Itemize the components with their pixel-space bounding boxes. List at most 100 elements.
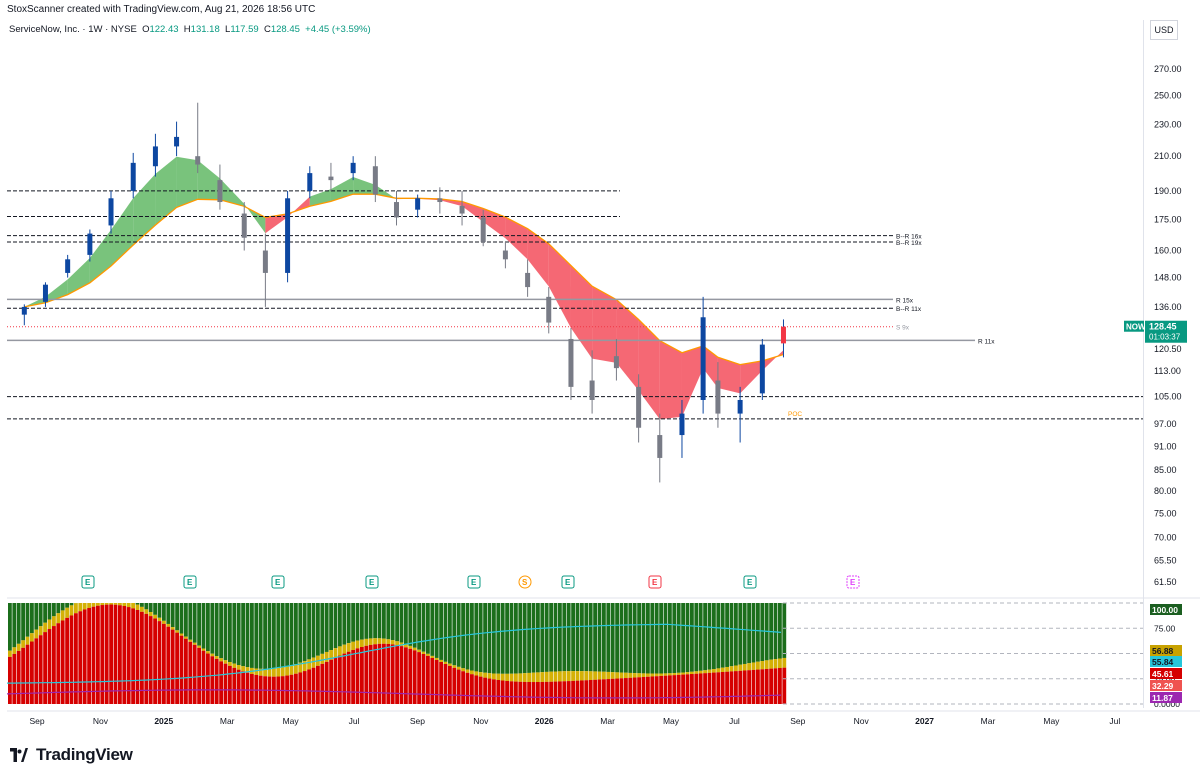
low-label: L	[225, 24, 231, 35]
indicator-red-bar	[434, 659, 439, 704]
indicator-red-bar	[417, 652, 421, 704]
x-tick-label: Nov	[93, 716, 109, 726]
candle-body	[480, 217, 486, 242]
candle-body	[459, 205, 465, 214]
indicator-yellow-bar	[756, 661, 760, 670]
indicator-green-bar	[276, 603, 281, 668]
indicator-cyan-line	[7, 623, 782, 684]
x-tick-label: Sep	[790, 716, 805, 726]
indicator-green-bar	[580, 603, 584, 672]
x-tick-label: Sep	[29, 716, 44, 726]
indicator-green-bar	[228, 603, 232, 663]
indicator-yellow-bar	[184, 636, 188, 639]
bear-cloud-segment	[439, 198, 463, 207]
indicator-red-bar	[56, 623, 61, 704]
symbol-name[interactable]: ServiceNow, Inc.	[9, 24, 80, 35]
currency-selector[interactable]: USD	[1150, 20, 1178, 40]
level-label: B--R 11x	[896, 306, 922, 313]
indicator-red-bar	[421, 653, 426, 704]
indicator-red-bar	[12, 653, 17, 704]
indicator-yellow-bar	[474, 671, 479, 676]
indicator-red-bar	[8, 656, 12, 704]
bull-cloud-segment	[244, 203, 266, 234]
indicator-yellow-bar	[588, 671, 593, 680]
indicator-red-bar	[254, 674, 259, 704]
indicator-green-bar	[179, 603, 184, 634]
candle-body	[108, 198, 114, 226]
candle-body	[262, 250, 268, 273]
indicator-red-bar	[694, 673, 699, 704]
indicator-red-bar	[580, 680, 584, 704]
indicator-yellow-bar	[25, 636, 30, 645]
indicator-red-bar	[536, 682, 540, 704]
indicator-green-bar	[236, 603, 241, 666]
indicator-green-bar	[597, 603, 602, 672]
bull-cloud-segment	[197, 160, 220, 200]
indicator-green-bar	[135, 603, 140, 605]
indicator-red-bar	[426, 655, 430, 704]
indicator-yellow-bar	[364, 638, 369, 646]
indicator-red-bar	[685, 674, 690, 704]
symbol-interval[interactable]: 1W	[88, 24, 103, 35]
indicator-red-bar	[245, 672, 250, 704]
indicator-yellow-bar	[544, 671, 549, 682]
indicator-yellow-bar	[452, 665, 457, 668]
bear-cloud-segment	[570, 265, 593, 359]
indicator-red-bar	[351, 649, 355, 704]
indicator-red-bar	[474, 675, 479, 704]
indicator-yellow-bar	[254, 668, 259, 675]
indicator-yellow-bar	[311, 657, 316, 668]
indicator-red-bar	[676, 674, 681, 704]
bear-cloud-segment	[592, 286, 617, 363]
indicator-red-bar	[382, 643, 386, 704]
indicator-red-bar	[377, 643, 382, 704]
indicator-yellow-bar	[778, 658, 782, 669]
indicator-red-bar	[549, 681, 553, 704]
bull-cloud-segment	[219, 178, 245, 207]
indicator-yellow-bar	[571, 671, 575, 681]
indicator-red-bar	[82, 609, 87, 704]
indicator-yellow-bar	[430, 655, 435, 658]
indicator-green-bar	[456, 603, 461, 667]
indicator-red-bar	[373, 644, 377, 704]
x-tick-label: May	[1043, 716, 1060, 726]
indicator-yellow-bar	[549, 671, 553, 682]
indicator-green-bar	[434, 603, 439, 658]
indicator-green-bar	[492, 603, 496, 674]
indicator-yellow-bar	[408, 645, 413, 649]
indicator-green-bar	[659, 603, 663, 674]
candle-body	[393, 202, 399, 218]
event-label: S	[522, 578, 528, 587]
indicator-red-bar	[118, 605, 122, 704]
indicator-yellow-bar	[632, 673, 637, 678]
event-label: E	[369, 578, 375, 587]
indicator-red-bar	[769, 668, 773, 704]
price-tag-bg	[1145, 320, 1187, 343]
indicator-green-bar	[518, 603, 523, 674]
earnings-event-icon	[271, 575, 285, 589]
candle-body	[350, 162, 356, 174]
bear-cloud-segment	[548, 243, 571, 329]
bull-cloud-segment	[375, 184, 397, 200]
split-event-icon	[518, 575, 532, 589]
indicator-green-bar	[210, 603, 215, 654]
indicator-red-bar	[584, 680, 589, 704]
indicator-green-bar	[729, 603, 734, 667]
bull-cloud-segment	[176, 156, 198, 208]
indicator-red-bar	[470, 674, 474, 704]
y-tick-label: 65.50	[1154, 555, 1177, 565]
indicator-yellow-bar	[170, 627, 175, 630]
change-value: +4.45 (+3.59%)	[305, 24, 371, 35]
indicator-green-bar	[531, 603, 536, 673]
indicator-green-bar	[399, 603, 404, 643]
indicator-green-bar	[368, 603, 373, 639]
indicator-green-bar	[452, 603, 457, 666]
indicator-red-bar	[747, 670, 751, 704]
indicator-red-bar	[360, 646, 364, 704]
indicator-green-bar	[258, 603, 263, 669]
indicator-red-bar	[294, 673, 298, 704]
indicator-red-bar	[439, 662, 443, 704]
indicator-yellow-bar	[593, 671, 597, 680]
indicator-red-bar	[404, 647, 408, 704]
indicator-green-bar	[188, 603, 193, 640]
